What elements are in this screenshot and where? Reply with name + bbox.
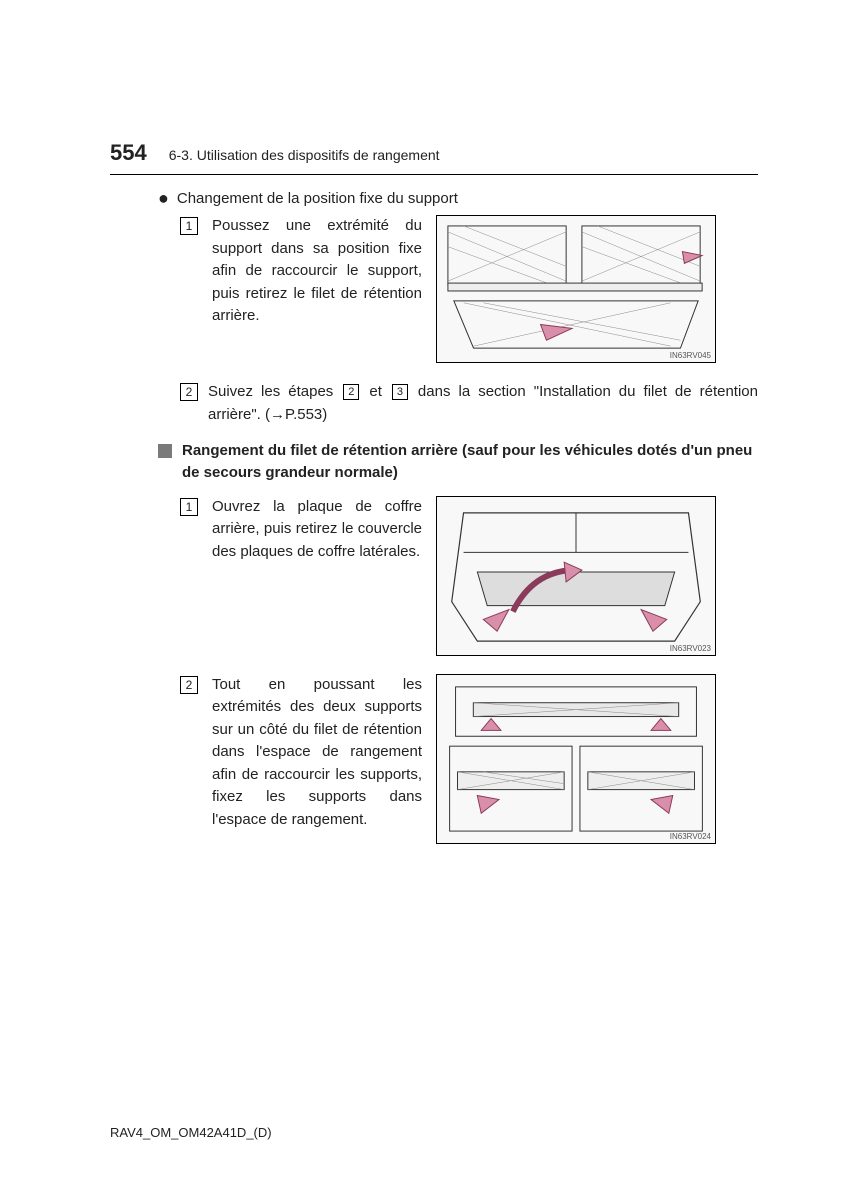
step-b1-text: Ouvrez la plaque de coffre arrière, puis…: [212, 496, 422, 564]
figure-b2: IN63RV024: [436, 674, 716, 844]
footer-doc-code: RAV4_OM_OM42A41D_(D): [110, 1125, 272, 1140]
step-b2: 2 Tout en poussant les extrémités des de…: [180, 674, 758, 844]
inline-ref-box: 3: [392, 384, 408, 400]
figure-b2-label: IN63RV024: [670, 832, 711, 841]
figure-b1-illustration: [443, 503, 709, 649]
step-number-box: 1: [180, 498, 198, 516]
page-number: 554: [110, 140, 147, 166]
bullet-text: Changement de la position fixe du suppor…: [177, 190, 458, 207]
step-number-box: 2: [180, 676, 198, 694]
step-b1: 1 Ouvrez la plaque de coffre arrière, pu…: [180, 496, 758, 656]
arrow-icon: →: [270, 406, 285, 423]
figure-b1: IN63RV023: [436, 496, 716, 656]
subheading-text: Rangement du filet de rétention arrière …: [182, 440, 758, 484]
step-a2-text: Suivez les étapes 2 et 3 dans la section…: [208, 381, 758, 426]
step-b2-text: Tout en poussant les extrémités des deux…: [212, 674, 422, 832]
square-bullet-icon: [158, 444, 172, 458]
subheading-row: Rangement du filet de rétention arrière …: [158, 440, 758, 484]
step-a2: 2 Suivez les étapes 2 et 3 dans la secti…: [180, 381, 758, 426]
figure-a1-label: IN63RV045: [670, 351, 711, 360]
section-title: 6-3. Utilisation des dispositifs de rang…: [169, 147, 440, 163]
step-a1: 1 Poussez une extrémité du support dans …: [180, 215, 758, 363]
step-a1-text: Poussez une extrémité du support dans sa…: [212, 215, 422, 328]
inline-ref-box: 2: [343, 384, 359, 400]
figure-b1-label: IN63RV023: [670, 644, 711, 653]
figure-a1: IN63RV045: [436, 215, 716, 363]
page-header: 554 6-3. Utilisation des dispositifs de …: [110, 140, 758, 175]
figure-a1-illustration: [443, 222, 709, 356]
bullet-icon: ●: [158, 189, 169, 207]
step-number-box: 2: [180, 383, 198, 401]
manual-page: 554 6-3. Utilisation des dispositifs de …: [0, 0, 848, 1200]
figure-b2-illustration: [443, 681, 709, 837]
step-number-box: 1: [180, 217, 198, 235]
bullet-heading: ● Changement de la position fixe du supp…: [158, 189, 758, 207]
